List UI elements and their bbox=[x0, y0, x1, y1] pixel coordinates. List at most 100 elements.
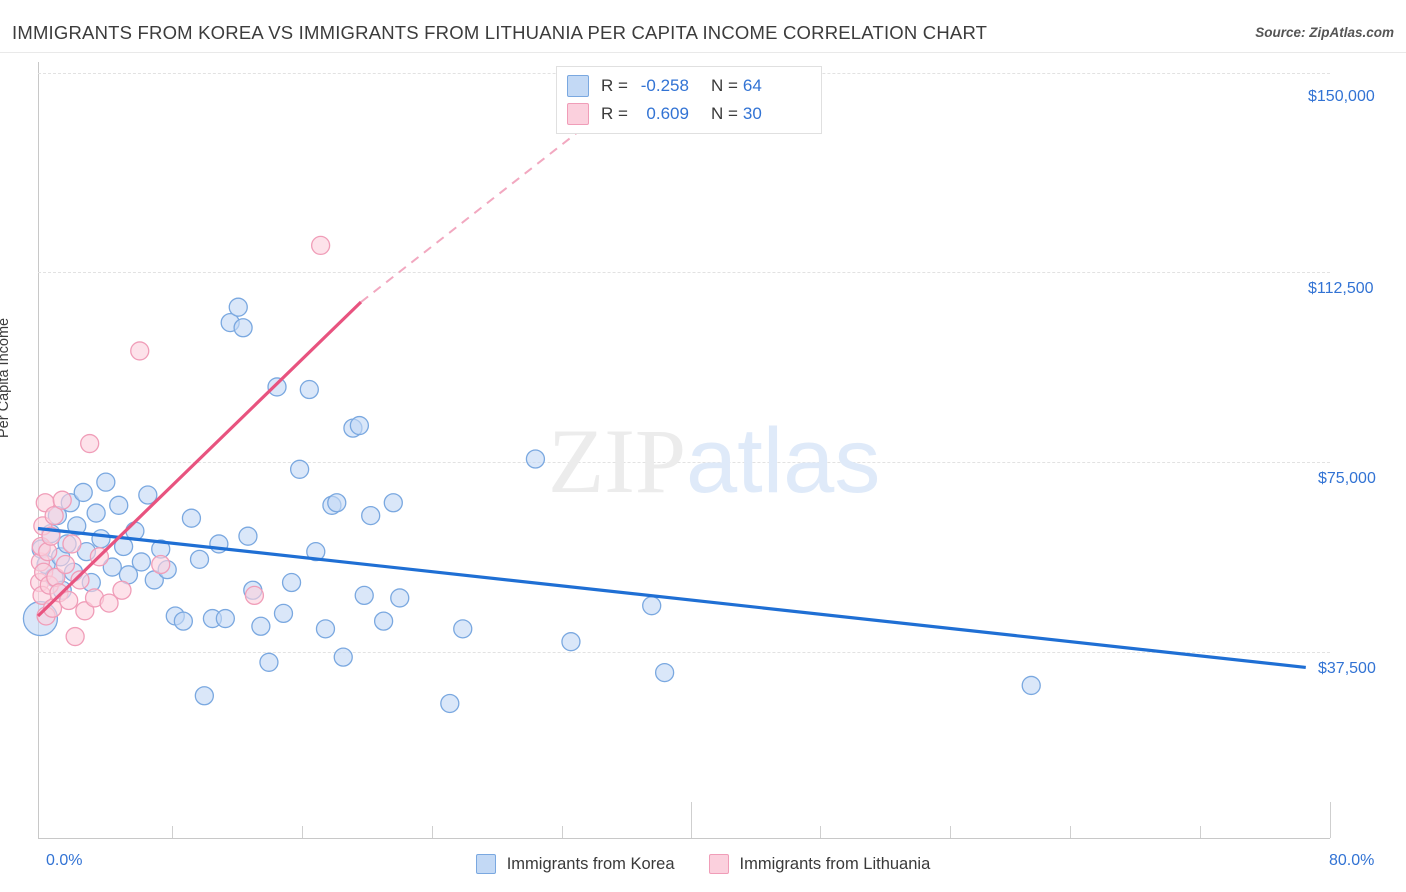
x-tick-label-max: 80.0% bbox=[1329, 852, 1375, 869]
header-divider bbox=[0, 52, 1406, 53]
data-point[interactable] bbox=[112, 580, 132, 600]
data-point[interactable] bbox=[80, 433, 100, 454]
data-point[interactable] bbox=[315, 619, 336, 639]
x-tick bbox=[432, 826, 433, 838]
data-point[interactable] bbox=[238, 526, 258, 546]
data-point[interactable] bbox=[654, 662, 675, 683]
page-title: IMMIGRANTS FROM KOREA VS IMMIGRANTS FROM… bbox=[12, 22, 988, 43]
legend-swatch-korea bbox=[475, 854, 496, 874]
data-point[interactable] bbox=[349, 415, 370, 436]
data-point[interactable] bbox=[333, 647, 353, 667]
data-point[interactable] bbox=[109, 495, 129, 515]
data-point[interactable] bbox=[373, 611, 394, 631]
y-tick-label-37500: $37,500 bbox=[1318, 660, 1376, 677]
data-point[interactable] bbox=[55, 554, 76, 575]
stats-r-label-lithuania: R = bbox=[601, 104, 628, 123]
stats-n-value-korea: 64 bbox=[742, 76, 762, 95]
data-point[interactable] bbox=[194, 686, 214, 706]
data-point[interactable] bbox=[440, 693, 460, 714]
data-point[interactable] bbox=[361, 505, 381, 526]
data-point[interactable] bbox=[244, 585, 265, 606]
data-point[interactable] bbox=[73, 482, 93, 503]
legend-label-korea: Immigrants from Korea bbox=[506, 854, 675, 873]
data-point[interactable] bbox=[67, 516, 87, 536]
data-point[interactable] bbox=[273, 603, 294, 624]
data-point[interactable] bbox=[65, 626, 85, 647]
data-point[interactable] bbox=[75, 601, 95, 621]
stats-n-label-lithuania: N = bbox=[710, 104, 738, 123]
data-point[interactable] bbox=[91, 529, 111, 549]
data-point[interactable] bbox=[86, 503, 106, 523]
x-axis-line bbox=[38, 838, 1330, 839]
x-tick-major bbox=[691, 802, 692, 838]
data-point[interactable] bbox=[131, 552, 152, 572]
data-point[interactable] bbox=[1021, 675, 1041, 696]
data-point[interactable] bbox=[228, 297, 248, 317]
x-tick bbox=[172, 826, 173, 838]
y-tick-label-150000: $150,000 bbox=[1308, 88, 1375, 105]
data-point[interactable] bbox=[189, 549, 210, 570]
data-point[interactable] bbox=[233, 318, 253, 338]
x-tick bbox=[562, 826, 563, 838]
data-point[interactable] bbox=[299, 379, 319, 400]
data-point[interactable] bbox=[59, 590, 79, 611]
stats-row-korea: R = -0.258 N = 64 bbox=[567, 72, 762, 100]
stats-r-label-korea: R = bbox=[601, 76, 628, 95]
data-point[interactable] bbox=[259, 652, 279, 672]
gridline-75000 bbox=[38, 462, 1330, 463]
trendline bbox=[36, 300, 363, 618]
stats-r-value-korea: -0.258 bbox=[640, 76, 689, 95]
data-point[interactable] bbox=[130, 341, 150, 361]
stats-n-label-korea: N = bbox=[710, 76, 738, 95]
x-tick bbox=[1200, 826, 1201, 838]
x-tick-major bbox=[1330, 802, 1331, 838]
data-point[interactable] bbox=[138, 485, 158, 505]
data-point[interactable] bbox=[267, 377, 287, 397]
x-tick bbox=[950, 826, 951, 838]
data-point[interactable] bbox=[251, 616, 271, 636]
data-point[interactable] bbox=[102, 557, 122, 577]
trendline-layer bbox=[36, 67, 1306, 670]
stats-n-value-lithuania: 30 bbox=[742, 104, 762, 123]
data-point[interactable] bbox=[561, 632, 581, 652]
data-point[interactable] bbox=[281, 572, 302, 593]
data-point[interactable] bbox=[181, 508, 202, 528]
data-point[interactable] bbox=[289, 459, 310, 479]
source-attribution: Source: ZipAtlas.com bbox=[1255, 25, 1394, 40]
data-point[interactable] bbox=[310, 235, 331, 256]
data-point[interactable] bbox=[99, 593, 119, 613]
data-point[interactable] bbox=[44, 505, 64, 526]
data-point[interactable] bbox=[151, 554, 171, 575]
data-point[interactable] bbox=[327, 493, 347, 513]
data-point[interactable] bbox=[383, 493, 403, 513]
data-point[interactable] bbox=[525, 449, 546, 469]
data-point[interactable] bbox=[52, 490, 72, 510]
gridline-37500 bbox=[38, 652, 1330, 653]
stats-swatch-lithuania bbox=[567, 103, 589, 125]
y-axis-line bbox=[38, 62, 39, 838]
data-point[interactable] bbox=[96, 472, 116, 492]
series-legend: Immigrants from Korea Immigrants from Li… bbox=[0, 850, 1406, 878]
gridline-112500 bbox=[38, 272, 1330, 273]
data-point[interactable] bbox=[354, 585, 374, 606]
legend-item-korea[interactable]: Immigrants from Korea bbox=[475, 854, 675, 874]
data-point[interactable] bbox=[215, 608, 235, 629]
data-point[interactable] bbox=[70, 570, 90, 590]
trendline bbox=[37, 526, 1306, 670]
data-point[interactable] bbox=[390, 588, 410, 608]
y-tick-label-112500: $112,500 bbox=[1308, 280, 1374, 297]
data-point[interactable] bbox=[306, 541, 326, 562]
legend-label-lithuania: Immigrants from Lithuania bbox=[739, 854, 931, 873]
legend-item-lithuania[interactable]: Immigrants from Lithuania bbox=[708, 854, 931, 874]
data-point[interactable] bbox=[642, 596, 662, 616]
x-tick-label-min: 0.0% bbox=[46, 852, 83, 869]
data-point[interactable] bbox=[453, 619, 473, 639]
data-point[interactable] bbox=[62, 534, 82, 554]
correlation-stats-box: R = -0.258 N = 64 R = 0.609 N = 30 bbox=[556, 66, 822, 134]
x-tick bbox=[302, 826, 303, 838]
data-point[interactable] bbox=[173, 611, 194, 631]
stats-swatch-korea bbox=[567, 75, 589, 97]
x-tick bbox=[1070, 826, 1071, 838]
data-point-layer bbox=[22, 235, 1041, 714]
